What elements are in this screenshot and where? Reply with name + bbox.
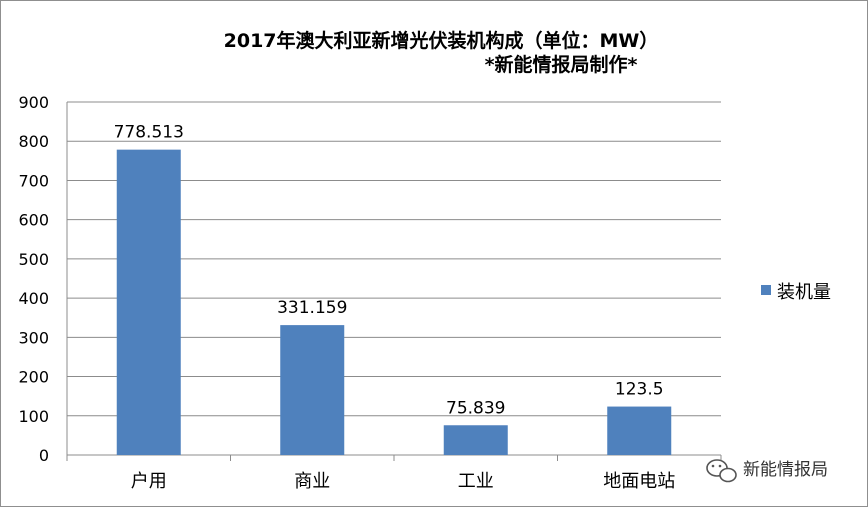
bar-0 [116,149,181,455]
y-tick-label-5: 500 [18,250,49,269]
legend-swatch [761,285,771,295]
wechat-icon [706,459,737,483]
y-tick-label-0: 0 [39,446,49,465]
category-label-2: 工业 [458,471,494,492]
y-tick-label-2: 200 [18,368,49,387]
y-tick-label-9: 900 [18,93,49,112]
y-tick-label-7: 700 [18,171,49,190]
data-label-1: 331.159 [277,298,347,318]
y-tick-label-6: 600 [18,211,49,230]
y-tick-labels: 0 100 200 300 400 500 600 700 800 900 [18,93,49,465]
category-label-1: 商业 [294,471,330,492]
data-label-2: 75.839 [446,398,505,418]
legend: 装机量 [761,282,831,303]
category-labels: 户用 商业 工业 地面电站 [131,471,676,492]
y-tick-label-4: 400 [18,289,49,308]
data-label-3: 123.5 [615,380,664,400]
data-labels: 778.513 331.159 75.839 123.5 [114,123,664,419]
bars [116,149,672,455]
watermark-text: 新能情报局 [743,460,828,480]
y-tick-label-1: 100 [18,407,49,426]
legend-label: 装机量 [777,282,831,303]
y-tick-label-8: 800 [18,132,49,151]
bar-2 [443,425,508,455]
data-label-0: 778.513 [114,123,184,143]
chart-subtitle: *新能情报局制作* [485,53,638,76]
bar-1 [280,325,345,455]
watermark: 新能情报局 [706,459,828,483]
category-label-3: 地面电站 [603,471,675,492]
y-tick-label-3: 300 [18,328,49,347]
category-label-0: 户用 [131,471,167,492]
chart-title: 2017年澳大利亚新增光伏装机构成（单位：MW） [224,29,659,52]
bar-3 [607,406,672,455]
